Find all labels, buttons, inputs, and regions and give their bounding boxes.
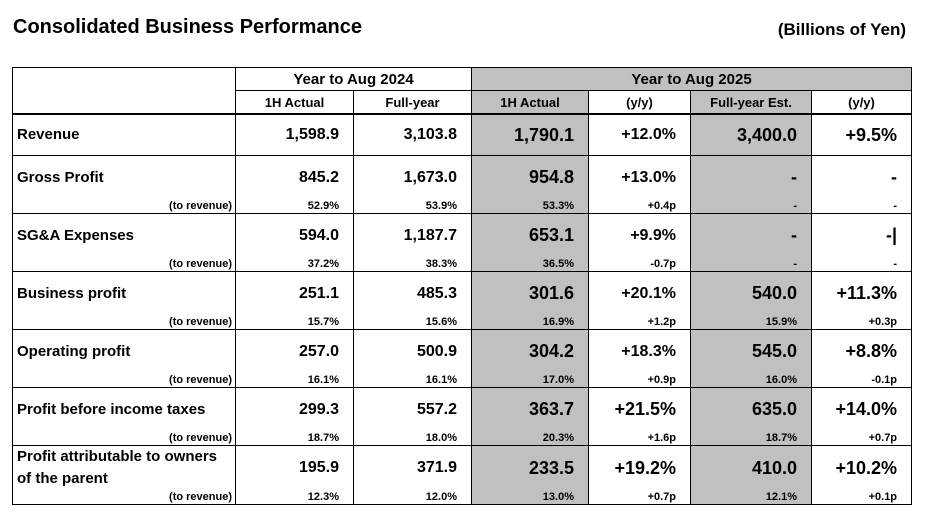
header-row-columns: 1H Actual Full-year 1H Actual (y/y) Full… [13,90,913,115]
row-label: Operating profit (to revenue) [12,329,236,388]
cell: 363.7 20.3% [471,387,589,446]
header-corner [12,67,236,115]
cell: 954.8 53.3% [471,155,589,214]
cell: 635.0 18.7% [690,387,812,446]
row-label: Business profit (to revenue) [12,271,236,330]
row-label: SG&A Expenses (to revenue) [12,213,236,272]
cell: 251.1 15.7% [235,271,354,330]
cell: +13.0% +0.4p [588,155,691,214]
table-row-gross-profit: Gross Profit (to revenue) 845.2 52.9% 1,67… [12,155,913,214]
cell: -- [690,213,812,272]
cell: +19.2% +0.7p [588,445,691,505]
header-period-2024: Year to Aug 2024 [235,67,472,91]
cell: -| - [810,213,913,272]
table-row-sga-expenses: SG&A Expenses (to revenue) 594.0 37.2% 1,1… [12,213,913,272]
cell: +14.0% +0.7p [810,387,913,446]
cell: +20.1% +1.2p [588,271,691,330]
table-row-profit-before-taxes: Profit before income taxes (to revenue) 2… [12,387,913,446]
cell: 410.0 12.1% [690,445,812,505]
cell: 545.0 16.0% [690,329,812,388]
col-header: (y/y) [810,90,913,115]
row-label: Revenue [12,113,236,156]
cell: 1,187.7 38.3% [353,213,472,272]
cell: +8.8% -0.1p [810,329,913,388]
cell: +9.9% -0.7p [588,213,691,272]
table-row-profit-attributable: Profit attributable to owners of the par… [12,445,913,505]
cell: 301.6 16.9% [471,271,589,330]
cell: 1,790.1 [471,113,589,156]
cell: +10.2% +0.1p [810,445,913,505]
cell: +11.3% +0.3p [810,271,913,330]
cell: 594.0 37.2% [235,213,354,272]
cell: 233.5 13.0% [471,445,589,505]
cell: -- [690,155,812,214]
cell: 304.2 17.0% [471,329,589,388]
row-label: Profit attributable to owners of the par… [12,445,236,505]
cell: 371.9 12.0% [353,445,472,505]
cell: 557.2 18.0% [353,387,472,446]
cell: 195.9 12.3% [235,445,354,505]
cell: 653.1 36.5% [471,213,589,272]
header-row-periods: Year to Aug 2024 Year to Aug 2025 [12,67,913,115]
cell: 845.2 52.9% [235,155,354,214]
cell: 3,103.8 [353,113,472,156]
table-row-revenue: Revenue 1,598.9 3,103.8 1,790.1 +12.0% 3… [12,113,913,156]
cell: +21.5% +1.6p [588,387,691,446]
cell: 1,598.9 [235,113,354,156]
row-label: Gross Profit (to revenue) [12,155,236,214]
cell: 299.3 18.7% [235,387,354,446]
cell: -- [810,155,913,214]
cell: +12.0% [588,113,691,156]
row-label: Profit before income taxes (to revenue) [12,387,236,446]
cell: 3,400.0 [690,113,812,156]
header-period-2025: Year to Aug 2025 [470,67,913,91]
col-header: Full-year Est. [690,90,812,115]
col-header: 1H Actual [235,90,354,115]
cell: 257.0 16.1% [235,329,354,388]
cell: +18.3% +0.9p [588,329,691,388]
performance-table: Year to Aug 2024 Year to Aug 2025 1H Act… [12,67,913,505]
cell: 1,673.0 53.9% [353,155,472,214]
cell: +9.5% [810,113,913,156]
cell: 500.9 16.1% [353,329,472,388]
col-header: Full-year [353,90,472,115]
cell: 485.3 15.6% [353,271,472,330]
table-row-operating-profit: Operating profit (to revenue) 257.0 16.1% … [12,329,913,388]
col-header: (y/y) [588,90,691,115]
table-row-business-profit: Business profit (to revenue) 251.1 15.7% 4… [12,271,913,330]
page-title: Consolidated Business Performance [13,16,362,38]
col-header: 1H Actual [471,90,589,115]
unit-label: (Billions of Yen) [777,20,906,39]
cell: 540.0 15.9% [690,271,812,330]
